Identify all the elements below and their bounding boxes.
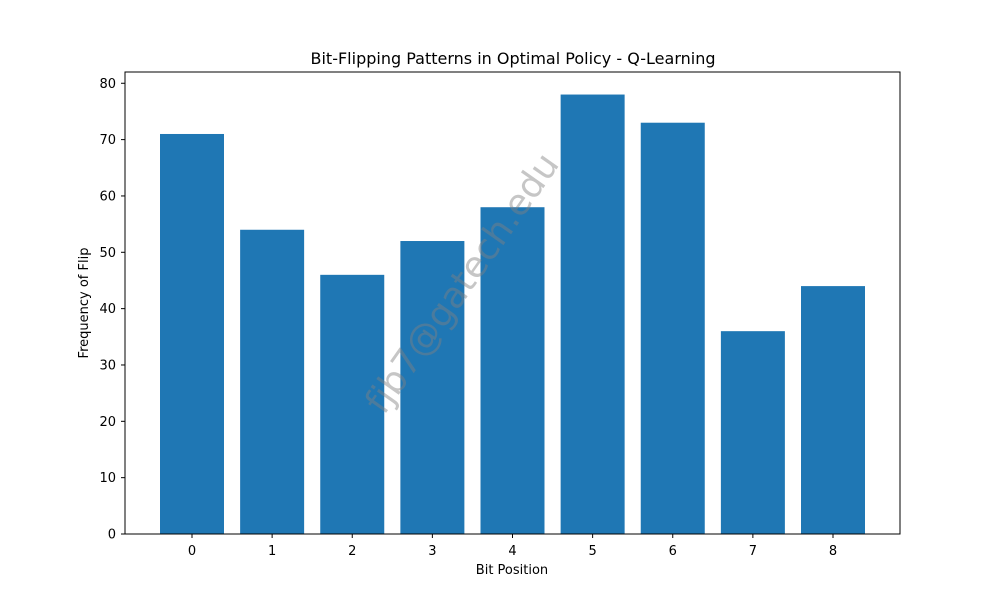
y-tick-label: 10 [99,471,116,486]
bar-1 [240,229,305,534]
y-tick-label: 70 [99,133,116,148]
x-tick-label: 8 [829,544,837,559]
bars-group [160,94,865,535]
x-tick-label: 1 [268,544,276,559]
x-tick-label: 7 [749,544,757,559]
x-axis-title: Bit Position [476,563,548,578]
x-tick-label: 0 [188,544,196,559]
y-axis-ticks: 0 10 20 30 40 50 60 70 80 [99,77,125,543]
x-tick-label: 3 [428,544,436,559]
chart-title: Bit-Flipping Patterns in Optimal Policy … [311,49,716,68]
y-tick-label: 80 [99,77,116,92]
bar-5 [560,94,625,534]
plot-frame [124,71,901,535]
y-tick-label: 30 [99,358,116,373]
y-tick-label: 60 [99,189,116,204]
bar-8 [801,286,865,534]
y-tick-label: 0 [108,528,116,543]
bar-4 [480,207,545,534]
y-tick-label: 20 [99,415,116,430]
y-axis-title: Frequency of Flip [77,248,92,359]
x-axis-ticks: 0 1 2 3 4 5 6 7 8 [188,534,837,559]
x-tick-label: 5 [588,544,596,559]
y-tick-label: 50 [99,246,116,261]
y-tick-label: 40 [99,302,116,317]
bar-2 [320,274,385,534]
bar-3 [400,241,465,534]
x-tick-label: 4 [508,544,516,559]
x-tick-label: 2 [348,544,356,559]
bar-7 [720,331,785,534]
x-tick-label: 6 [669,544,677,559]
bar-6 [640,122,705,535]
bar-0 [160,133,224,535]
